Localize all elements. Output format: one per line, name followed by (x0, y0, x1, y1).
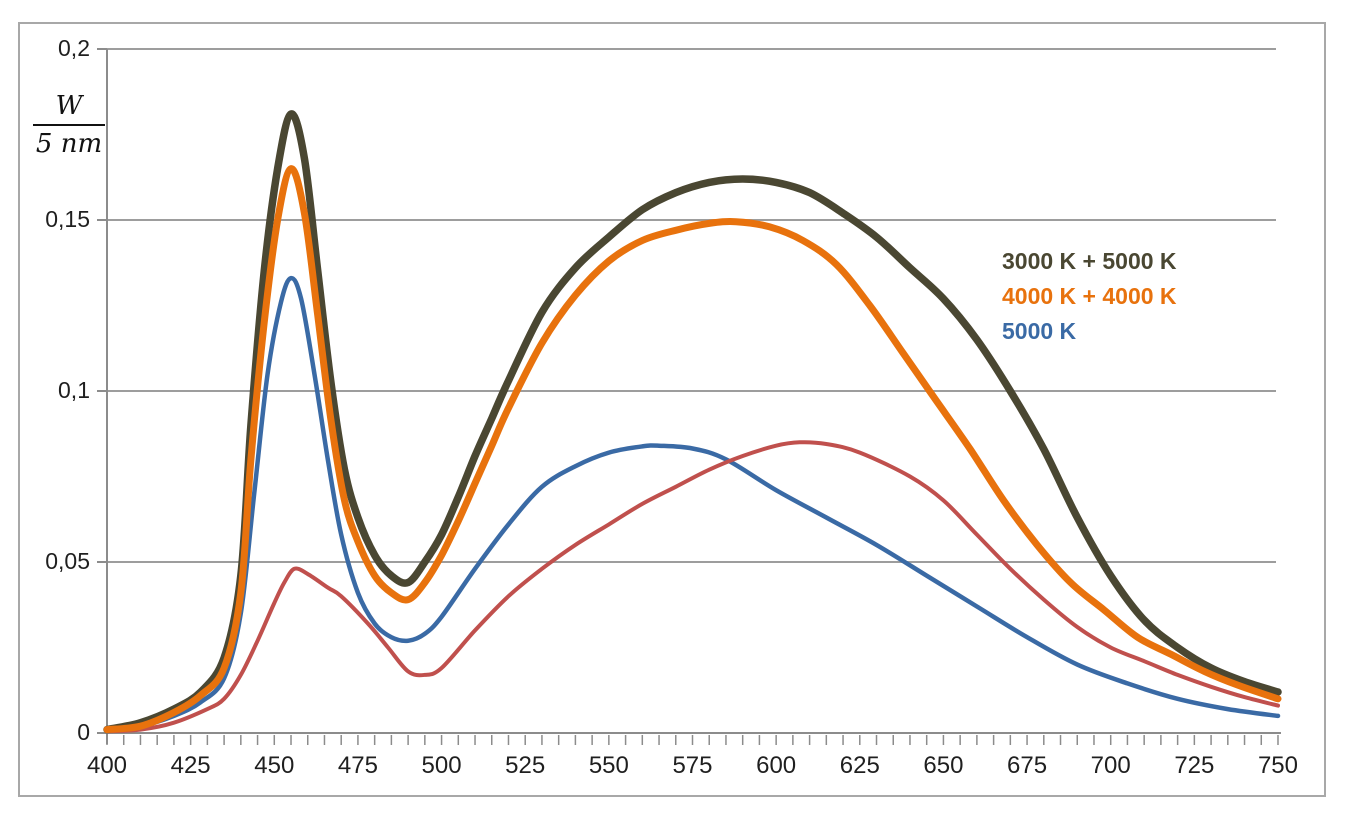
legend: 3000 K + 5000 K 4000 K + 4000 K 5000 K (1002, 244, 1177, 349)
curve-unlabeled-red (105, 440, 1280, 734)
y-tick-label: 0,1 (58, 377, 90, 403)
x-tick-label: 625 (839, 752, 880, 779)
x-tick-label: 600 (756, 752, 797, 779)
y-axis-unit-label: W 5 nm (33, 91, 105, 159)
x-tick-label: 700 (1090, 752, 1131, 779)
x-tick-label: 725 (1174, 752, 1215, 779)
legend-item-5000k: 5000 K (1002, 318, 1077, 344)
y-axis-unit-denominator: 5 nm (35, 129, 103, 159)
x-tick-label: 750 (1257, 752, 1298, 779)
x-tick-label: 425 (170, 752, 211, 779)
curve-5000k (104, 275, 1281, 732)
curve-3000k-plus-5000k (103, 110, 1282, 734)
x-tick-label: 650 (923, 752, 964, 779)
x-tick-label: 675 (1007, 752, 1048, 779)
x-tick-label: 550 (588, 752, 629, 779)
x-tick-label: 475 (337, 752, 378, 779)
x-tick-label: 450 (254, 752, 295, 779)
legend-item-3000k-plus-5000k: 3000 K + 5000 K (1002, 248, 1177, 274)
x-tick-label: 400 (86, 752, 128, 779)
y-tick-label: 0,05 (45, 548, 90, 574)
curve-4000k-plus-4000k (103, 165, 1282, 734)
y-tick-label: 0 (77, 719, 90, 745)
x-tick-label: 525 (505, 752, 546, 779)
y-axis-unit-numerator: W (33, 91, 105, 126)
y-tick-label: 0,2 (58, 35, 90, 61)
x-tick-label: 575 (672, 752, 713, 779)
x-tick-label: 500 (421, 752, 462, 779)
chart-border (18, 22, 1326, 797)
legend-item-4000k-plus-4000k: 4000 K + 4000 K (1002, 283, 1177, 309)
y-tick-label: 0,15 (45, 206, 90, 232)
